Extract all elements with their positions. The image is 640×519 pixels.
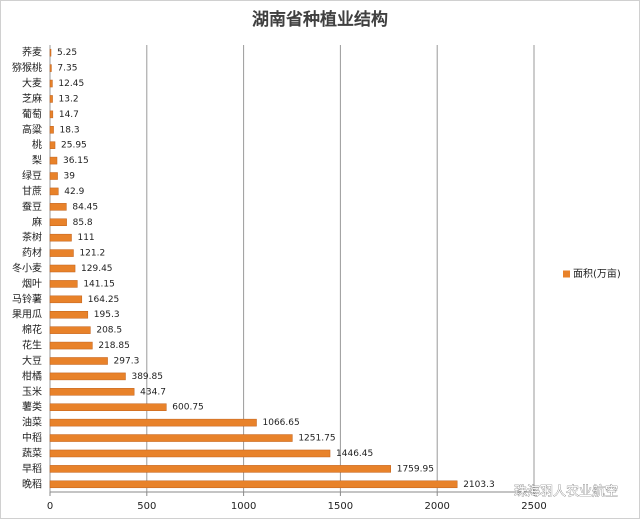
value-label: 141.15 <box>83 279 115 289</box>
value-label: 208.5 <box>96 326 122 336</box>
y-tick-label: 茶树 <box>22 231 42 244</box>
y-tick-label: 花生 <box>22 339 42 352</box>
value-label: 13.2 <box>59 94 79 104</box>
bar <box>49 218 67 227</box>
x-tick-label: 2000 <box>424 501 449 512</box>
bar <box>49 110 54 119</box>
y-tick-label: 荞麦 <box>22 47 42 59</box>
bar <box>49 341 93 350</box>
bar <box>49 372 126 381</box>
x-tick-label: 2500 <box>521 501 546 512</box>
value-label: 164.25 <box>88 295 120 305</box>
value-label: 18.3 <box>60 125 80 135</box>
y-tick-label: 蚕豆 <box>22 201 42 213</box>
value-label: 25.95 <box>61 141 87 151</box>
value-label: 1066.65 <box>263 418 300 428</box>
value-label: 5.25 <box>57 48 77 58</box>
bar <box>49 156 58 165</box>
y-tick-label: 棉花 <box>22 323 42 336</box>
y-tick-label: 甘蔗 <box>22 184 42 197</box>
value-label: 297.3 <box>114 356 140 366</box>
value-label: 2103.3 <box>463 480 495 490</box>
chart-title: 湖南省种植业结构 <box>252 9 388 30</box>
bar <box>49 172 58 180</box>
bar <box>49 95 53 103</box>
y-tick-label: 烟叶 <box>22 277 42 290</box>
value-label: 121.2 <box>79 249 105 259</box>
bar <box>49 249 74 257</box>
bar <box>49 141 56 149</box>
x-tick-label: 1500 <box>328 501 353 512</box>
y-tick-label: 玉米 <box>22 385 42 398</box>
y-tick-label: 桃 <box>32 138 42 151</box>
y-tick-label: 猕猴桃 <box>12 61 42 74</box>
bar <box>49 449 331 458</box>
bar <box>49 434 293 442</box>
y-tick-label: 梨 <box>32 154 42 167</box>
value-label: 1759.95 <box>397 464 434 474</box>
value-label: 7.35 <box>57 64 77 74</box>
value-label: 84.45 <box>72 202 98 212</box>
value-label: 14.7 <box>59 110 79 120</box>
bar <box>49 264 76 273</box>
value-label: 389.85 <box>131 372 163 382</box>
value-label: 12.45 <box>58 79 84 89</box>
legend-swatch <box>563 270 570 278</box>
value-label: 42.9 <box>64 187 84 197</box>
value-label: 39 <box>64 172 76 182</box>
x-tick-label: 0 <box>47 501 53 512</box>
value-label: 1251.75 <box>298 434 335 444</box>
bar <box>49 326 91 334</box>
y-tick-label: 芝麻 <box>22 92 42 105</box>
y-tick-label: 绿豆 <box>22 169 42 182</box>
value-label: 1446.45 <box>336 449 373 459</box>
y-tick-label: 高粱 <box>22 123 42 136</box>
value-label: 218.85 <box>98 341 129 351</box>
y-tick-label: 中稻 <box>22 431 42 444</box>
value-label: 129.45 <box>81 264 113 274</box>
bar <box>49 48 52 57</box>
value-label: 195.3 <box>94 310 120 320</box>
value-label: 111 <box>77 233 94 243</box>
bar <box>49 79 53 88</box>
bar <box>49 357 108 365</box>
y-tick-label: 果用瓜 <box>12 309 42 321</box>
bar <box>49 480 458 489</box>
y-tick-label: 葡萄 <box>22 107 42 120</box>
bar <box>49 187 59 196</box>
value-label: 36.15 <box>63 156 89 166</box>
value-label: 600.75 <box>172 403 204 413</box>
y-tick-label: 冬小麦 <box>12 262 42 275</box>
bar <box>49 418 257 427</box>
x-tick-label: 1000 <box>231 501 256 512</box>
bar <box>49 465 391 473</box>
y-tick-label: 大豆 <box>22 354 42 367</box>
watermark: 珠海羽人农业航空 <box>514 484 618 500</box>
bar <box>49 126 54 134</box>
bar <box>49 403 167 411</box>
value-label: 85.8 <box>73 218 93 228</box>
x-tick-label: 500 <box>137 501 156 512</box>
y-tick-label: 药材 <box>22 246 42 259</box>
bar <box>49 233 72 242</box>
bar <box>49 203 67 211</box>
bar <box>49 295 83 304</box>
y-tick-label: 晚稻 <box>22 478 42 490</box>
value-label: 434.7 <box>140 387 166 397</box>
bar <box>49 64 52 72</box>
y-tick-label: 大麦 <box>22 77 42 90</box>
bar <box>49 388 135 396</box>
bar <box>49 310 89 319</box>
bar <box>49 280 78 288</box>
y-tick-label: 马铃薯 <box>12 292 42 305</box>
y-tick-label: 蔬菜 <box>22 447 42 459</box>
y-tick-label: 油菜 <box>22 416 42 429</box>
legend-label: 面积(万亩) <box>573 267 621 280</box>
y-tick-label: 麻 <box>32 215 42 228</box>
y-tick-label: 薯类 <box>22 400 42 413</box>
y-tick-label: 柑橘 <box>22 369 42 382</box>
y-tick-label: 早稻 <box>22 463 42 475</box>
